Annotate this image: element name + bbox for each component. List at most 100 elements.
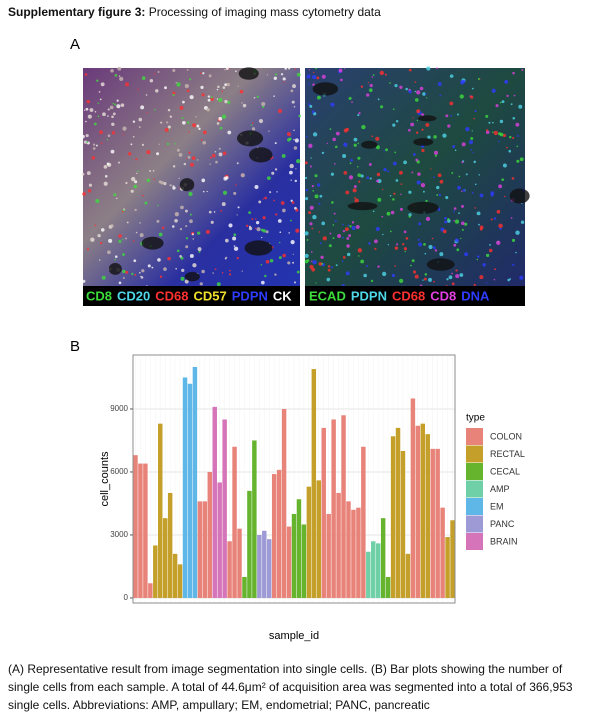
texture-dot <box>265 230 269 234</box>
texture-dot <box>334 145 338 149</box>
texture-dot <box>472 151 474 154</box>
texture-dot <box>306 238 309 241</box>
texture-dot <box>399 170 403 175</box>
texture-dot <box>216 122 220 125</box>
texture-dot <box>154 73 156 75</box>
texture-dot <box>387 243 390 246</box>
texture-dot <box>506 146 508 149</box>
texture-dot <box>312 75 317 80</box>
texture-dot <box>433 150 439 155</box>
marker-label: PDPN <box>232 288 268 303</box>
texture-dot <box>386 211 391 216</box>
texture-dot <box>329 128 332 131</box>
texture-dot <box>474 109 477 113</box>
texture-dot <box>345 190 350 195</box>
texture-dot <box>455 269 458 272</box>
texture-dot <box>139 222 141 224</box>
texture-dot <box>181 117 184 120</box>
texture-dot <box>499 132 504 137</box>
texture-dot <box>372 210 375 213</box>
texture-dot <box>290 219 292 222</box>
texture-dot <box>135 158 138 161</box>
bar <box>138 463 143 598</box>
texture-dot <box>516 145 519 148</box>
texture-dot <box>309 104 313 108</box>
texture-dot <box>304 259 309 264</box>
texture-dot <box>122 238 124 241</box>
texture-dot <box>274 73 278 76</box>
texture-dot <box>233 191 237 195</box>
texture-dot <box>375 136 380 141</box>
texture-dot <box>282 77 286 81</box>
texture-dot <box>180 276 185 281</box>
texture-dot <box>116 99 119 102</box>
texture-dot <box>437 173 442 178</box>
bar <box>281 408 287 598</box>
texture-dot <box>422 190 425 193</box>
texture-dot <box>516 159 520 163</box>
texture-dot <box>436 194 439 196</box>
texture-dot <box>376 172 381 177</box>
texture-dot <box>312 83 315 86</box>
texture-dot <box>252 122 254 125</box>
texture-dot <box>218 147 221 150</box>
texture-dot <box>109 105 114 110</box>
texture-dot <box>268 130 270 132</box>
texture-dot <box>180 205 184 210</box>
texture-dot <box>343 67 346 70</box>
texture-dot <box>316 76 320 80</box>
texture-dot <box>501 178 505 182</box>
texture-dot <box>343 142 348 147</box>
texture-dot <box>321 151 325 155</box>
texture-dot <box>86 248 90 251</box>
texture-dot <box>237 85 239 87</box>
texture-dot <box>506 94 509 98</box>
texture-dot <box>262 105 265 109</box>
bar <box>242 576 247 598</box>
texture-dot <box>408 88 411 91</box>
texture-dot <box>348 96 352 100</box>
texture-dot <box>430 168 432 170</box>
texture-dot <box>274 142 277 145</box>
texture-dot <box>439 94 442 97</box>
texture-dot <box>322 236 327 241</box>
texture <box>81 66 530 288</box>
texture-dot <box>106 162 110 166</box>
texture-dot <box>206 107 210 112</box>
texture-dot <box>100 228 105 232</box>
texture-dot <box>403 160 407 165</box>
texture-dot <box>351 101 353 103</box>
texture-dot <box>125 181 128 185</box>
texture-dot <box>312 214 317 220</box>
texture-dot <box>117 66 122 71</box>
texture-dot <box>202 190 205 193</box>
texture-dot <box>489 244 491 246</box>
texture-dot <box>486 129 489 132</box>
bar <box>167 492 173 598</box>
texture-dot <box>372 74 375 76</box>
texture-dot <box>210 97 214 101</box>
texture-dot <box>515 230 520 235</box>
texture-dot <box>293 105 296 108</box>
texture-dot <box>309 165 312 168</box>
texture-dot <box>439 252 444 257</box>
bar <box>331 419 336 598</box>
texture-dot <box>389 82 391 84</box>
texture-dot <box>296 72 301 77</box>
texture-dot <box>157 258 161 262</box>
texture-dot <box>351 221 355 224</box>
texture-dot <box>185 245 189 249</box>
texture-dot <box>515 251 517 254</box>
texture-dot <box>166 121 169 124</box>
texture-dot <box>461 142 466 147</box>
texture-dot <box>518 104 523 109</box>
texture-dot <box>447 124 451 128</box>
texture-dot <box>248 225 252 228</box>
texture-blob <box>238 67 259 80</box>
bar <box>252 440 257 598</box>
texture-dot <box>399 207 403 211</box>
texture-dot <box>242 103 247 108</box>
texture-dot <box>492 131 494 133</box>
legend-swatch <box>466 498 483 515</box>
